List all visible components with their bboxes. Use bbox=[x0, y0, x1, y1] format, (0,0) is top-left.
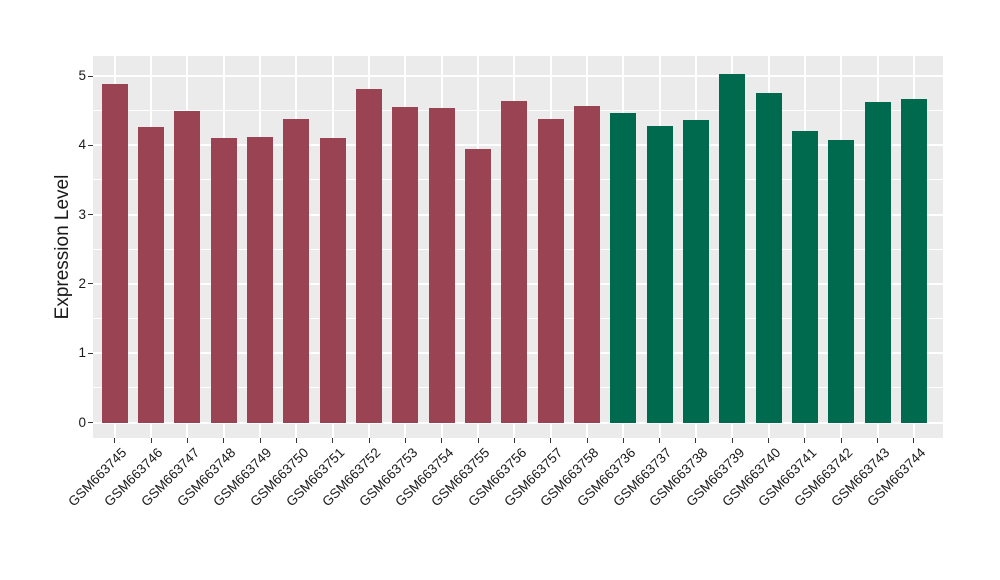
y-tick-mark bbox=[88, 144, 93, 146]
x-tick-mark bbox=[114, 438, 116, 443]
x-tick-mark bbox=[186, 438, 188, 443]
y-tick-mark bbox=[88, 283, 93, 285]
plot-panel bbox=[93, 56, 943, 438]
major-gridline bbox=[93, 421, 943, 424]
bar-GSM663745 bbox=[101, 83, 128, 423]
bar-GSM663756 bbox=[501, 100, 528, 423]
bar-GSM663750 bbox=[283, 118, 310, 423]
x-tick-mark bbox=[695, 438, 697, 443]
bar-GSM663744 bbox=[900, 98, 927, 423]
x-tick-mark bbox=[477, 438, 479, 443]
bar-GSM663752 bbox=[356, 89, 383, 423]
y-tick-mark bbox=[88, 75, 93, 77]
major-gridline bbox=[93, 75, 943, 77]
x-tick-mark bbox=[550, 438, 552, 443]
x-tick-mark bbox=[368, 438, 370, 443]
x-tick-mark bbox=[731, 438, 733, 443]
x-tick-mark bbox=[259, 438, 261, 443]
bar-GSM663736 bbox=[610, 113, 637, 423]
bar-GSM663749 bbox=[247, 137, 274, 423]
x-tick-mark bbox=[913, 438, 915, 443]
y-tick-mark bbox=[88, 214, 93, 216]
bar-GSM663742 bbox=[828, 140, 855, 423]
x-tick-mark bbox=[513, 438, 515, 443]
bar-GSM663737 bbox=[646, 125, 673, 423]
bar-GSM663755 bbox=[465, 148, 492, 423]
bar-GSM663753 bbox=[392, 106, 419, 423]
x-tick-mark bbox=[332, 438, 334, 443]
bar-GSM663746 bbox=[138, 126, 165, 423]
bar-GSM663757 bbox=[537, 118, 564, 423]
y-tick-mark bbox=[88, 352, 93, 354]
y-tick-label: 3 bbox=[78, 206, 86, 222]
bar-GSM663741 bbox=[791, 130, 818, 423]
x-tick-mark bbox=[150, 438, 152, 443]
x-tick-mark bbox=[622, 438, 624, 443]
y-tick-label: 2 bbox=[78, 275, 86, 291]
x-tick-mark bbox=[840, 438, 842, 443]
bar-GSM663754 bbox=[428, 107, 455, 423]
x-tick-mark bbox=[223, 438, 225, 443]
x-tick-mark bbox=[404, 438, 406, 443]
y-tick-label: 4 bbox=[78, 137, 86, 153]
bar-GSM663747 bbox=[174, 110, 201, 423]
bar-GSM663743 bbox=[864, 102, 891, 423]
x-tick-mark bbox=[586, 438, 588, 443]
y-axis-title: Expression Level bbox=[52, 174, 73, 320]
x-tick-mark bbox=[768, 438, 770, 443]
y-tick-mark bbox=[88, 422, 93, 424]
bar-GSM663739 bbox=[719, 73, 746, 423]
y-tick-label: 5 bbox=[78, 68, 86, 83]
x-tick-mark bbox=[441, 438, 443, 443]
bar-GSM663748 bbox=[210, 138, 237, 423]
bar-GSM663758 bbox=[574, 105, 601, 423]
y-tick-label: 1 bbox=[78, 345, 86, 361]
y-tick-label: 0 bbox=[78, 414, 86, 430]
x-tick-mark bbox=[659, 438, 661, 443]
x-tick-mark bbox=[295, 438, 297, 443]
x-tick-mark bbox=[804, 438, 806, 443]
bar-GSM663740 bbox=[755, 92, 782, 423]
bar-GSM663738 bbox=[682, 119, 709, 423]
bar-GSM663751 bbox=[319, 137, 346, 423]
x-tick-mark bbox=[877, 438, 879, 443]
